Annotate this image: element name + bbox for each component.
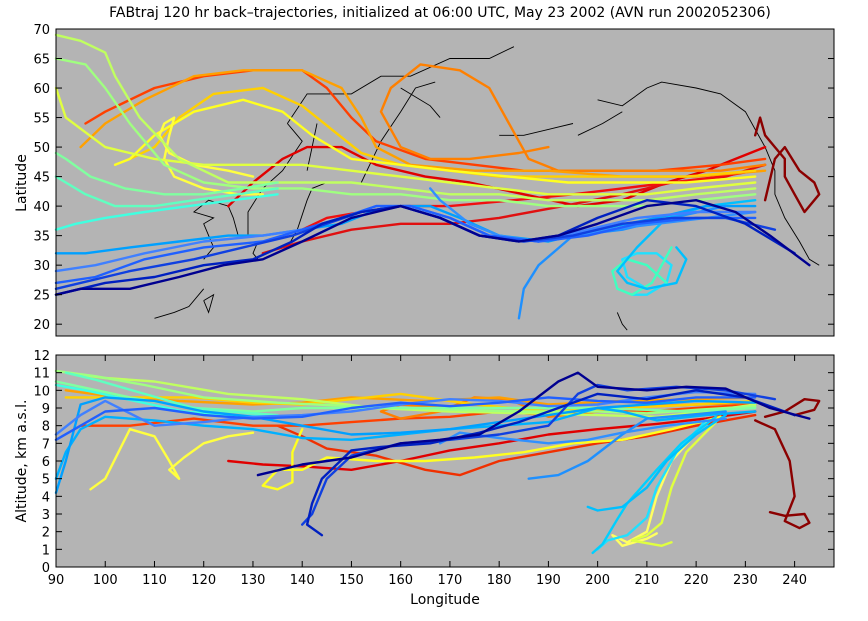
altitude-frame bbox=[55, 354, 835, 568]
altitude-y-tick-label: 12 bbox=[33, 349, 50, 364]
altitude-y-tick-label: 4 bbox=[42, 490, 50, 505]
altitude-x-tick-label: 130 bbox=[241, 573, 266, 588]
map-trajectory-14 bbox=[54, 175, 279, 208]
altitude-trajectory-23 bbox=[438, 417, 727, 445]
coastline-8 bbox=[154, 288, 205, 319]
map-y-tick-label: 20 bbox=[33, 318, 50, 333]
altitude-trajectory-19 bbox=[586, 413, 727, 512]
altitude-x-tick-label: 210 bbox=[634, 573, 659, 588]
altitude-y-tick-label: 11 bbox=[33, 367, 50, 382]
altitude-trajectory-15 bbox=[64, 371, 279, 417]
altitude-trajectory-28 bbox=[256, 371, 811, 477]
map-trajectories bbox=[54, 33, 821, 320]
map-panel: 20 25 30 35 40 45 50 55 60 65 70 Latitude bbox=[14, 23, 835, 337]
altitude-trajectory-0 bbox=[754, 419, 811, 530]
coastline-12 bbox=[499, 123, 574, 136]
coastline-13 bbox=[616, 312, 628, 331]
coastline-9 bbox=[400, 87, 441, 118]
map-trajectory-12 bbox=[54, 57, 757, 208]
map-y-tick-label: 60 bbox=[33, 82, 50, 97]
altitude-trajectory-7 bbox=[64, 392, 757, 413]
figure-title: FABtraj 120 hr back–trajectories, initia… bbox=[109, 5, 771, 21]
altitude-trajectory-22 bbox=[527, 410, 727, 480]
map-frame bbox=[55, 28, 835, 337]
map-y-tick-label: 40 bbox=[33, 200, 50, 215]
altitude-x-tick-label: 190 bbox=[536, 573, 561, 588]
altitude-x-tick-label: 90 bbox=[48, 573, 65, 588]
altitude-x-axis-title: Longitude bbox=[410, 592, 480, 608]
altitude-trajectory-25 bbox=[54, 396, 757, 441]
map-trajectory-11 bbox=[54, 33, 757, 202]
map-trajectory-17 bbox=[611, 246, 673, 296]
altitude-y-tick-label: 10 bbox=[33, 384, 50, 399]
altitude-y-axis-title: Altitude, km a.s.l. bbox=[14, 400, 30, 523]
map-trajectory-7 bbox=[128, 86, 757, 178]
altitude-plot-area bbox=[55, 354, 835, 568]
altitude-x-tick-label: 160 bbox=[388, 573, 413, 588]
altitude-x-tick-label: 100 bbox=[93, 573, 118, 588]
altitude-x-tick-label: 140 bbox=[290, 573, 315, 588]
altitude-x-tick-label: 200 bbox=[585, 573, 610, 588]
map-y-tick-label: 55 bbox=[33, 112, 50, 127]
coastline-0 bbox=[360, 81, 436, 183]
coastline-4 bbox=[192, 199, 239, 260]
coastline-6 bbox=[287, 46, 515, 124]
altitude-y-tick-label: 3 bbox=[42, 508, 50, 523]
altitude-x-tick-label: 110 bbox=[142, 573, 167, 588]
altitude-x-tick-label: 180 bbox=[487, 573, 512, 588]
altitude-y-tick-label: 7 bbox=[42, 437, 50, 452]
map-trajectory-8 bbox=[113, 98, 757, 184]
altitude-trajectory-21 bbox=[54, 396, 757, 494]
coastline-7 bbox=[203, 293, 215, 314]
map-trajectory-1 bbox=[227, 145, 767, 208]
map-trajectory-10 bbox=[54, 86, 757, 196]
altitude-y-tick-label: 8 bbox=[42, 420, 50, 435]
altitude-trajectories bbox=[54, 369, 821, 555]
altitude-trajectory-9 bbox=[89, 428, 255, 491]
altitude-y-tick-label: 1 bbox=[42, 543, 50, 558]
map-trajectory-26 bbox=[54, 199, 811, 296]
coastline-11 bbox=[577, 111, 623, 136]
altitude-trajectory-11 bbox=[630, 420, 717, 547]
altitude-y-tick-label: 2 bbox=[42, 526, 50, 541]
altitude-x-ticks: 90 100 110 120 130 140 150 160 170 180 190 200 210 22… bbox=[48, 355, 807, 588]
coastline-5 bbox=[247, 123, 303, 236]
map-y-tick-label: 25 bbox=[33, 289, 50, 304]
map-y-tick-label: 70 bbox=[33, 23, 50, 38]
altitude-y-tick-label: 5 bbox=[42, 473, 50, 488]
altitude-trajectory-3 bbox=[276, 413, 757, 477]
map-y-tick-label: 50 bbox=[33, 141, 50, 156]
map-trajectory-16 bbox=[621, 252, 673, 296]
map-y-tick-label: 65 bbox=[33, 53, 50, 68]
map-trajectory-0 bbox=[754, 116, 821, 214]
altitude-trajectory-8 bbox=[261, 415, 722, 491]
altitude-y-tick-label: 9 bbox=[42, 402, 50, 417]
coastline-10 bbox=[597, 81, 820, 266]
map-y-tick-label: 45 bbox=[33, 171, 50, 186]
altitude-trajectory-27 bbox=[305, 389, 796, 537]
altitude-x-tick-label: 150 bbox=[339, 573, 364, 588]
map-trajectory-6 bbox=[79, 69, 767, 178]
altitude-x-tick-label: 120 bbox=[191, 573, 216, 588]
map-y-tick-label: 35 bbox=[33, 230, 50, 245]
altitude-x-tick-label: 230 bbox=[733, 573, 758, 588]
altitude-x-tick-label: 170 bbox=[438, 573, 463, 588]
altitude-x-tick-label: 240 bbox=[782, 573, 807, 588]
map-y-tick-label: 30 bbox=[33, 259, 50, 274]
altitude-trajectory-20 bbox=[54, 406, 757, 480]
map-y-axis-title: Latitude bbox=[14, 154, 30, 212]
altitude-trajectory-1 bbox=[763, 398, 821, 418]
altitude-x-tick-label: 220 bbox=[684, 573, 709, 588]
altitude-y-tick-label: 6 bbox=[42, 455, 50, 470]
map-trajectory-15 bbox=[54, 193, 279, 231]
altitude-trajectory-4 bbox=[79, 403, 757, 427]
altitude-y-tick-label: 0 bbox=[42, 561, 50, 576]
map-trajectory-5 bbox=[379, 63, 767, 172]
map-trajectory-13 bbox=[54, 151, 279, 196]
map-y-ticks: 20 25 30 35 40 45 50 55 60 65 70 bbox=[33, 23, 834, 333]
